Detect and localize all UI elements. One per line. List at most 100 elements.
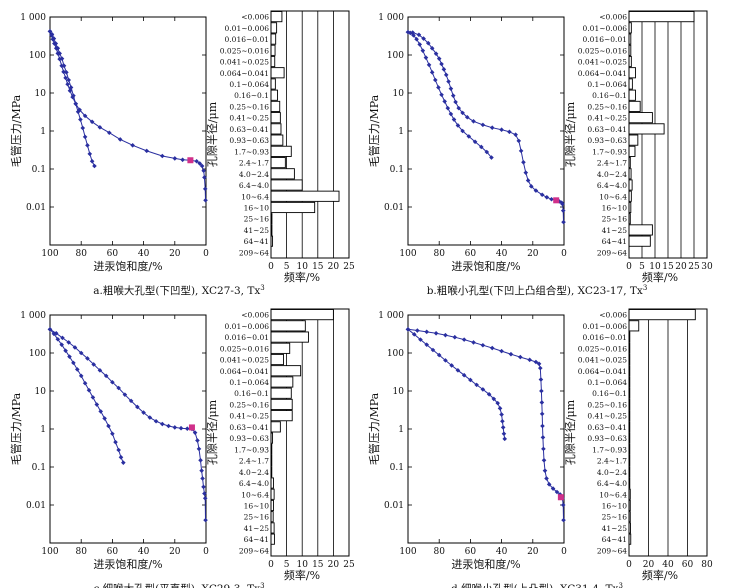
hist-bin-label: 64~41 xyxy=(602,535,627,544)
hist-bar xyxy=(270,201,316,214)
hist-bin-label: <0.006 xyxy=(241,311,269,320)
data-point-intrusion xyxy=(130,143,135,148)
data-point-intrusion xyxy=(166,423,171,429)
data-point-intrusion xyxy=(518,354,523,360)
hist-x-tick-label: 10 xyxy=(296,560,308,570)
hist-bar xyxy=(270,179,303,191)
data-point-intrusion xyxy=(195,438,200,443)
data-point-withdrawal xyxy=(442,99,447,104)
hist-bin-label: 2.4~1.7 xyxy=(597,159,627,168)
y-tick-label: 1 xyxy=(40,425,46,435)
hist-bin-label: 209~64 xyxy=(239,248,269,257)
data-point-intrusion xyxy=(539,400,545,405)
hist-bar xyxy=(628,89,636,101)
hist-bin-label: 0.01~0.006 xyxy=(583,24,628,33)
hist-x-tick-label: 15 xyxy=(312,560,324,570)
hist-x-tick-label: 0 xyxy=(268,262,274,272)
y-tick-label: 10 xyxy=(35,89,47,99)
data-point-intrusion xyxy=(97,368,103,373)
data-point-withdrawal xyxy=(82,134,88,140)
hist-bar xyxy=(270,376,294,388)
data-point-withdrawal xyxy=(429,70,435,75)
data-point-intrusion xyxy=(499,348,504,354)
data-point-intrusion xyxy=(202,175,207,180)
x-tick-label: 20 xyxy=(169,249,181,259)
hist-bin-label: 0.064~0.041 xyxy=(220,367,269,376)
y-tick-label: 0.01 xyxy=(384,501,404,511)
hist-bin-label: 64~41 xyxy=(244,535,269,544)
hist-bin-label: 0.16~0.1 xyxy=(592,389,627,398)
data-point-intrusion xyxy=(63,75,68,81)
data-point-withdrawal xyxy=(90,395,96,400)
y-tick-label: 1 xyxy=(398,425,404,435)
data-point-intrusion xyxy=(178,425,184,431)
hist-bar xyxy=(270,365,302,377)
hist-bin-label: 25~16 xyxy=(602,513,628,522)
hist-bar xyxy=(270,78,276,90)
x-axis-label: 进汞饱和度/% xyxy=(451,259,520,273)
hist-bin-label: 10~6.4 xyxy=(241,490,269,499)
hist-bar xyxy=(270,320,306,332)
panel-caption: a.粗喉大孔型(下凹型), XC27-3, Tx3 xyxy=(93,284,264,297)
hist-bin-label: 0.16~0.1 xyxy=(234,91,269,100)
data-point-withdrawal xyxy=(75,109,81,115)
hist-x-tick-label: 5 xyxy=(639,262,645,272)
data-point-intrusion xyxy=(202,491,207,496)
x-tick-label: 40 xyxy=(496,547,508,557)
hist-bar xyxy=(270,353,284,366)
data-point-intrusion xyxy=(523,170,529,175)
hist-bin-label: 10~6.4 xyxy=(599,490,627,499)
data-point-intrusion xyxy=(97,125,103,130)
y-tick-label: 10 xyxy=(393,387,405,397)
data-point-withdrawal xyxy=(491,396,497,402)
data-point-intrusion xyxy=(128,398,134,404)
y-tick-label: 100 xyxy=(29,51,46,61)
hist-x-tick-label: 0 xyxy=(626,560,632,570)
hist-bin-label: 6.4~4.0 xyxy=(597,479,627,488)
hist-bin-label: 0.25~0.16 xyxy=(587,400,627,409)
crossover-marker xyxy=(188,424,195,431)
hist-bin-label: 0.41~0.25 xyxy=(587,412,627,421)
data-point-intrusion xyxy=(516,138,522,144)
hist-bin-label: 0.025~0.016 xyxy=(220,46,269,55)
hist-bar xyxy=(270,44,276,56)
hist-bar xyxy=(270,398,293,410)
hist-bar xyxy=(628,134,639,146)
series-intrusion-line xyxy=(49,31,206,201)
series-intrusion-line xyxy=(49,328,206,521)
data-point-withdrawal xyxy=(86,387,92,393)
hist-bin-label: 64~41 xyxy=(244,237,269,246)
hist-bin-label: 0.016~0.01 xyxy=(225,35,269,44)
data-point-intrusion xyxy=(439,61,444,67)
data-point-withdrawal xyxy=(439,92,444,98)
hist-bin-label: 0.93~0.63 xyxy=(229,434,269,443)
hist-bin-label: 25~16 xyxy=(244,513,270,522)
data-point-intrusion xyxy=(539,192,545,198)
hist-bar xyxy=(270,134,284,146)
data-point-intrusion xyxy=(464,114,470,120)
x-tick-label: 60 xyxy=(465,547,477,557)
y-axis-label: 毛管压力/MPa xyxy=(367,392,381,465)
hist-bar xyxy=(270,410,293,422)
hist-x-axis-label: 频率/% xyxy=(642,270,678,284)
data-point-withdrawal xyxy=(116,447,121,453)
hist-bin-label: 0.01~0.006 xyxy=(225,24,270,33)
data-point-intrusion xyxy=(203,517,208,523)
y-tick-label: 0.1 xyxy=(32,463,46,473)
hist-bin-label: 0.63~0.41 xyxy=(229,125,269,134)
data-point-intrusion xyxy=(65,81,70,87)
data-point-withdrawal xyxy=(71,360,76,366)
y-tick-label: 0.1 xyxy=(390,165,404,175)
data-point-withdrawal xyxy=(102,416,107,421)
data-point-withdrawal xyxy=(118,454,124,460)
y-tick-label: 100 xyxy=(387,51,404,61)
data-point-intrusion xyxy=(446,79,451,84)
data-point-withdrawal xyxy=(417,42,422,47)
data-point-intrusion xyxy=(518,148,524,154)
data-point-intrusion xyxy=(160,153,165,159)
plot-frame xyxy=(49,16,207,246)
crossover-marker xyxy=(557,494,564,501)
data-point-withdrawal xyxy=(87,151,93,157)
caption-main: b.粗喉小孔型(下凹上凸组合型), XC23-17, Tx xyxy=(427,284,643,297)
